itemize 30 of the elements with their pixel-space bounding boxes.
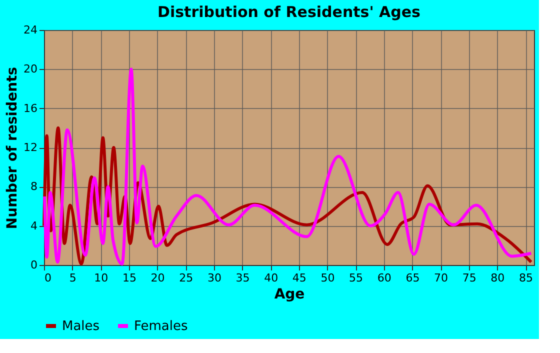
y-tick-label: 0 bbox=[30, 258, 38, 272]
y-tick-label: 4 bbox=[30, 219, 38, 232]
x-tick-label: 5 bbox=[69, 272, 76, 284]
x-tick-label: 40 bbox=[264, 272, 278, 284]
x-tick-label: 85 bbox=[519, 272, 534, 284]
y-tick-label: 8 bbox=[30, 180, 38, 194]
x-tick-label: 70 bbox=[434, 272, 448, 284]
x-tick-label: 60 bbox=[377, 272, 392, 284]
y-tick-label: 20 bbox=[24, 62, 38, 76]
legend-label: Females bbox=[134, 319, 188, 334]
y-tick-label: 12 bbox=[24, 141, 38, 154]
x-tick-label: 25 bbox=[179, 272, 194, 284]
x-tick-label: 55 bbox=[349, 272, 364, 284]
x-tick-label: 45 bbox=[292, 272, 306, 284]
legend-label: Males bbox=[62, 319, 100, 334]
y-tick-label: 24 bbox=[24, 24, 38, 36]
x-tick-label: 20 bbox=[150, 272, 165, 284]
x-tick-label: 65 bbox=[406, 272, 420, 284]
y-tick-label: 16 bbox=[24, 102, 38, 115]
y-axis-title: Number of residents bbox=[4, 66, 21, 230]
x-tick-label: 15 bbox=[122, 272, 136, 284]
x-tick-label: 75 bbox=[462, 272, 476, 284]
x-tick-label: 10 bbox=[94, 272, 108, 284]
x-tick-label: 80 bbox=[490, 272, 505, 284]
x-axis-title: Age bbox=[274, 286, 305, 302]
x-tick-label: 50 bbox=[320, 272, 335, 284]
x-tick-label: 0 bbox=[44, 272, 52, 284]
chart-title: Distribution of Residents' Ages bbox=[158, 3, 421, 21]
x-tick-label: 35 bbox=[236, 272, 250, 284]
x-tick-label: 30 bbox=[207, 272, 222, 284]
